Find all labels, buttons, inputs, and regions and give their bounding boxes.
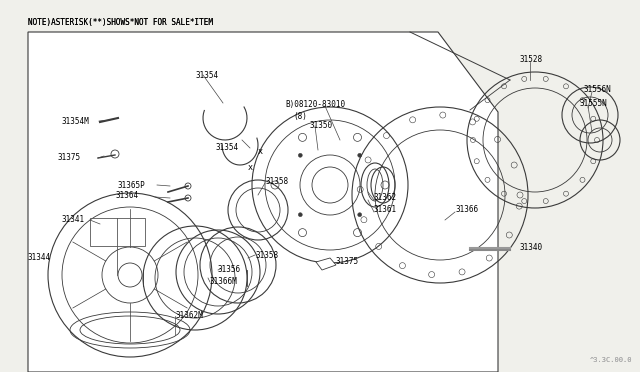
Text: 31358: 31358: [265, 177, 288, 186]
Text: 31366M: 31366M: [210, 278, 237, 286]
Text: NOTE)ASTERISK(**)SHOWS*NOT FOR SALE*ITEM: NOTE)ASTERISK(**)SHOWS*NOT FOR SALE*ITEM: [28, 18, 213, 27]
Text: 31528: 31528: [520, 55, 543, 64]
Circle shape: [358, 153, 362, 157]
Text: NOTE)ASTERISK(**)SHOWS*NOT FOR SALE*ITEM: NOTE)ASTERISK(**)SHOWS*NOT FOR SALE*ITEM: [28, 18, 213, 27]
Text: 31350: 31350: [310, 121, 333, 129]
Text: 31555N: 31555N: [580, 99, 608, 109]
Text: 31364: 31364: [116, 192, 139, 201]
Text: 31356: 31356: [218, 266, 241, 275]
Text: 31340: 31340: [520, 244, 543, 253]
Text: x: x: [258, 148, 263, 157]
Text: 31354M: 31354M: [62, 116, 90, 125]
Text: 31362: 31362: [374, 193, 397, 202]
Circle shape: [298, 153, 302, 157]
Circle shape: [358, 213, 362, 217]
Text: B)08120-83010: B)08120-83010: [285, 100, 345, 109]
Circle shape: [298, 213, 302, 217]
Text: 31341: 31341: [62, 215, 85, 224]
Text: 31354: 31354: [196, 71, 219, 80]
Text: 31375: 31375: [58, 154, 81, 163]
Text: x: x: [248, 163, 253, 171]
Text: ^3.3C.00.0: ^3.3C.00.0: [590, 357, 632, 363]
Text: ^3.3C.00.0: ^3.3C.00.0: [590, 357, 632, 363]
Text: 31344: 31344: [28, 253, 51, 263]
Text: (8): (8): [293, 112, 307, 122]
Text: 31362M: 31362M: [175, 311, 203, 321]
Text: 31365P: 31365P: [118, 180, 146, 189]
Text: 31366: 31366: [455, 205, 478, 215]
Text: 31354: 31354: [215, 142, 238, 151]
Bar: [90, 218, 145, 246]
Polygon shape: [316, 258, 336, 270]
Text: 31358: 31358: [255, 250, 278, 260]
Polygon shape: [28, 32, 498, 372]
Text: 31375: 31375: [335, 257, 358, 266]
Text: 31361: 31361: [374, 205, 397, 215]
Text: 31556N: 31556N: [584, 86, 612, 94]
